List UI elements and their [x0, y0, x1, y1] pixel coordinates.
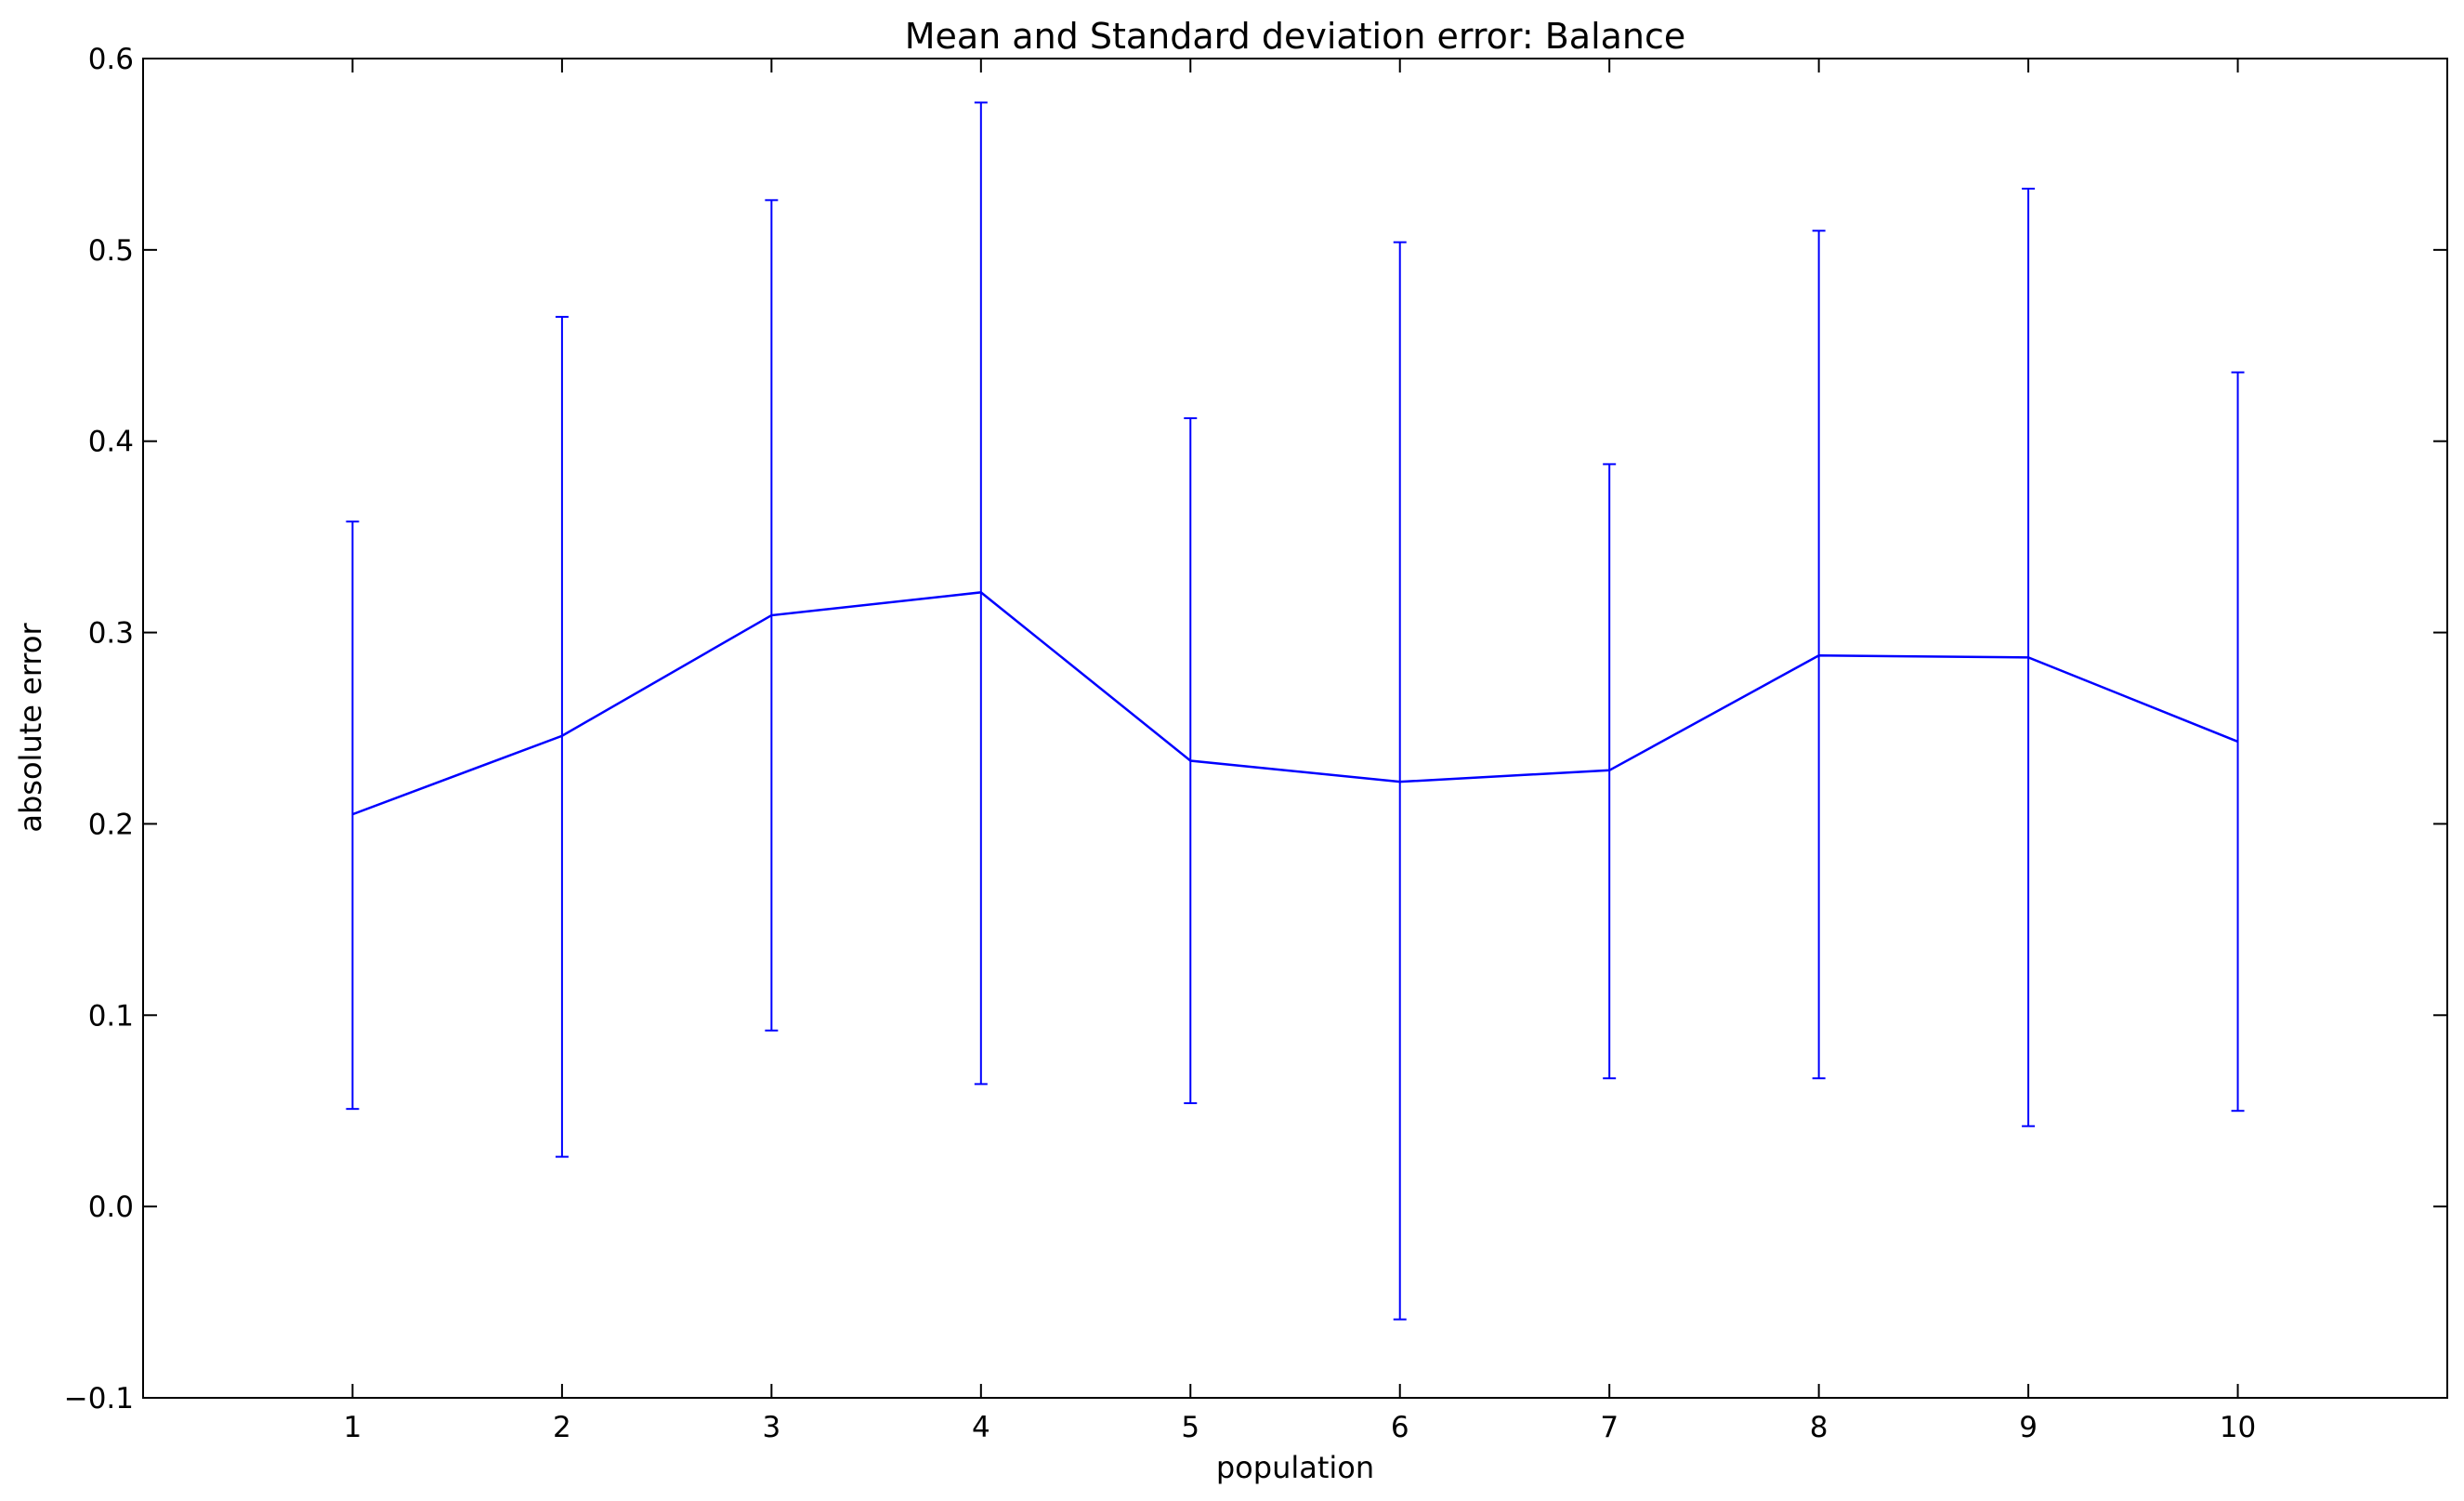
- y-tick-label: 0.3: [88, 617, 134, 651]
- x-tick-label: 6: [1391, 1411, 1409, 1444]
- y-tick-label: 0.1: [88, 999, 134, 1033]
- y-tick-label: 0.0: [88, 1191, 134, 1224]
- mean-series-line: [352, 591, 2239, 816]
- y-axis-label: absolute error: [13, 623, 48, 833]
- x-axis-label: population: [1216, 1450, 1374, 1485]
- y-tick-label: −0.1: [64, 1382, 134, 1415]
- x-tick-label: 7: [1600, 1411, 1619, 1444]
- y-tick-label: 0.6: [88, 43, 134, 76]
- x-tick-label: 4: [972, 1411, 990, 1444]
- x-tick-label: 9: [2019, 1411, 2038, 1444]
- chart-title: Mean and Standard deviation error: Balan…: [905, 16, 1686, 57]
- y-tick-label: 0.4: [88, 426, 134, 459]
- x-tick-label: 10: [2220, 1411, 2256, 1444]
- plot-marks: [346, 101, 2245, 1321]
- x-tick-label: 3: [762, 1411, 780, 1444]
- y-tick-label: 0.5: [88, 234, 134, 268]
- x-tick-label: 1: [344, 1411, 362, 1444]
- x-tick-label: 2: [553, 1411, 571, 1444]
- x-tick-label: 8: [1810, 1411, 1828, 1444]
- y-tick-label: 0.2: [88, 808, 134, 841]
- axis-ticks: 1 2 3 4 5 6 7 8 9 10 −0.1 0.0 0.1 0.2 0.3 0.4 0.5 0.6: [64, 43, 2447, 1444]
- plot-frame: [142, 58, 2448, 1399]
- x-tick-label: 5: [1181, 1411, 1199, 1444]
